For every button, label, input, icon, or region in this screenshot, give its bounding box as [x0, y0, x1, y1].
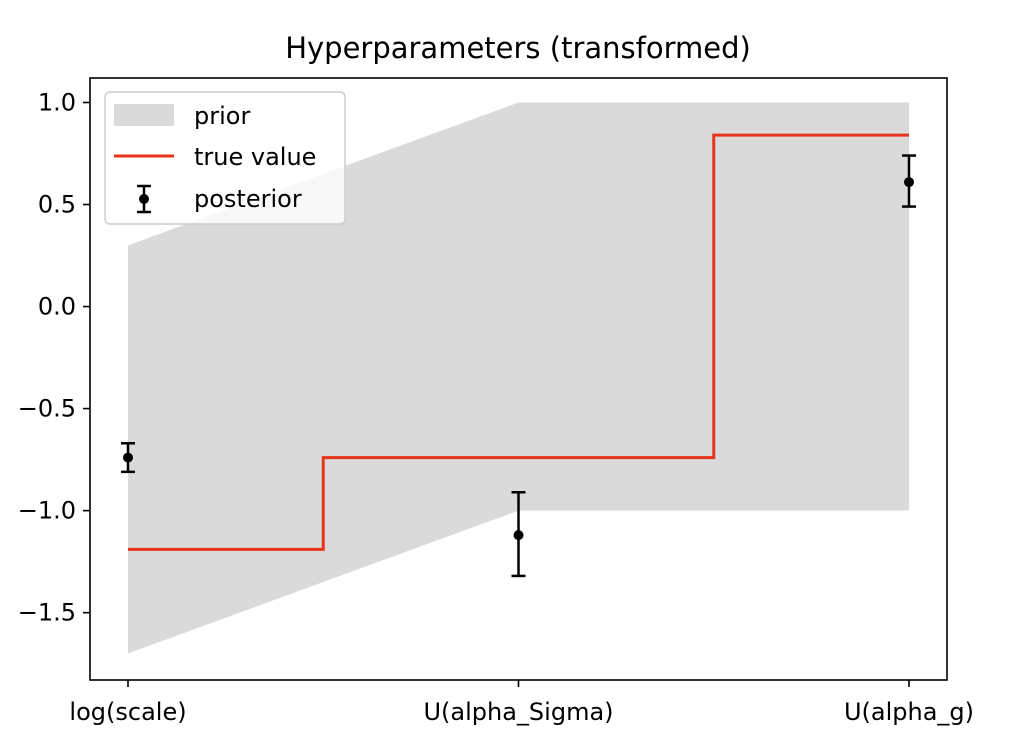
- y-tick-label: 0.0: [38, 293, 76, 321]
- legend-true-value-label: true value: [194, 143, 316, 171]
- x-tick-label: U(alpha_Sigma): [423, 698, 613, 726]
- posterior-point: [123, 452, 133, 463]
- legend: prior true value posterior: [104, 91, 346, 225]
- y-axis: 1.0 0.5 0.0 −0.5 −1.0 −1.5: [18, 88, 90, 627]
- y-tick-label: 1.0: [38, 88, 76, 116]
- x-tick-label: U(alpha_g): [844, 698, 974, 726]
- chart-title: Hyperparameters (transformed): [285, 31, 751, 65]
- legend-prior-swatch: [114, 104, 174, 126]
- posterior-point: [513, 530, 524, 541]
- legend-prior-label: prior: [194, 102, 250, 130]
- legend-posterior-label: posterior: [194, 185, 302, 213]
- posterior-point: [904, 177, 914, 188]
- x-axis: log(scale) U(alpha_Sigma) U(alpha_g): [69, 680, 974, 726]
- y-tick-label: −1.5: [18, 599, 76, 627]
- x-tick-label: log(scale): [69, 698, 186, 726]
- true-value-layer: [128, 133, 909, 551]
- true-value-line: [128, 133, 909, 551]
- posterior-layer: [121, 154, 916, 578]
- legend-posterior-swatch-marker: [139, 194, 149, 204]
- y-tick-label: 0.5: [38, 191, 76, 219]
- y-tick-label: −0.5: [18, 395, 76, 423]
- y-tick-label: −1.0: [18, 497, 76, 525]
